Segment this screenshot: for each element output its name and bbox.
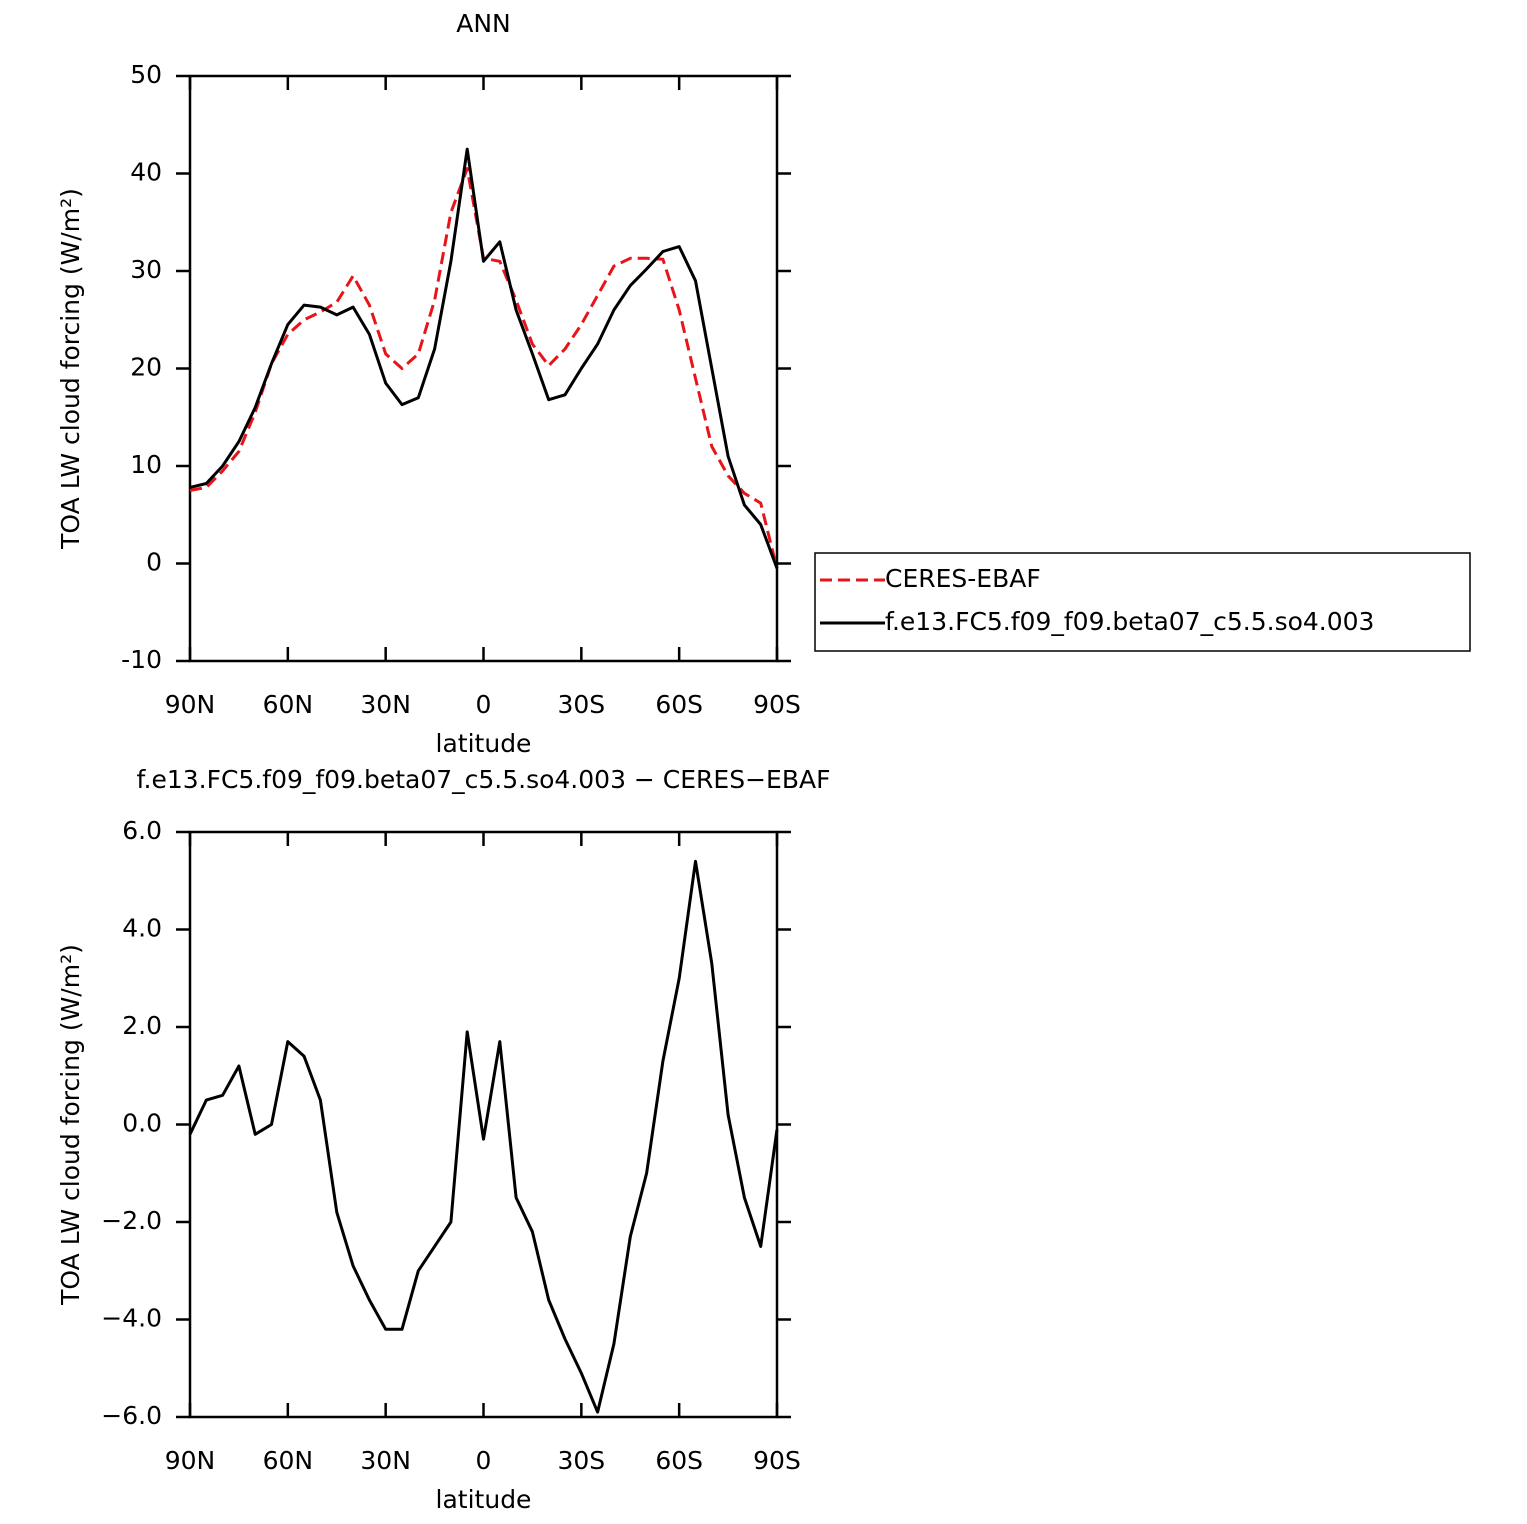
y-tick-label: 2.0: [122, 1011, 162, 1040]
y-tick-label: 10: [130, 450, 162, 479]
x-tick-label: 0: [476, 690, 492, 719]
y-tick-label: 40: [130, 158, 162, 187]
x-tick-label: 60N: [263, 1446, 314, 1475]
y-tick-label: 6.0: [122, 816, 162, 845]
x-tick-label: 60S: [655, 690, 703, 719]
x-axis-label: latitude: [436, 1485, 532, 1514]
x-tick-label: 60N: [263, 690, 314, 719]
x-tick-label: 30S: [557, 690, 605, 719]
y-tick-label: −4.0: [101, 1304, 162, 1333]
x-axis-label: latitude: [436, 729, 532, 758]
plot-frame: [188, 74, 779, 663]
y-tick-label: 4.0: [122, 914, 162, 943]
y-axis-label: TOA LW cloud forcing (W/m²): [56, 188, 85, 550]
x-tick-label: 90N: [165, 690, 216, 719]
x-tick-label: 90S: [753, 690, 801, 719]
chart-title: f.e13.FC5.f09_f09.beta07_c5.5.so4.003 − …: [137, 765, 831, 794]
legend-label: CERES-EBAF: [885, 564, 1041, 593]
legend-box: [814, 552, 1471, 652]
y-tick-label: −6.0: [101, 1401, 162, 1430]
plot-frame: [188, 830, 779, 1419]
legend-label: f.e13.FC5.f09_f09.beta07_c5.5.so4.003: [885, 607, 1374, 636]
x-tick-label: 0: [476, 1446, 492, 1475]
y-tick-label: -10: [121, 645, 162, 674]
x-tick-label: 30N: [360, 1446, 411, 1475]
x-tick-label: 90S: [753, 1446, 801, 1475]
x-tick-label: 60S: [655, 1446, 703, 1475]
data-line: [189, 147, 779, 569]
chart-title: ANN: [456, 9, 511, 38]
y-tick-label: −2.0: [101, 1206, 162, 1235]
y-axis-label: TOA LW cloud forcing (W/m²): [56, 944, 85, 1306]
x-tick-label: 30S: [557, 1446, 605, 1475]
y-tick-label: 50: [130, 60, 162, 89]
x-tick-label: 30N: [360, 690, 411, 719]
y-tick-label: 30: [130, 255, 162, 284]
data-line: [189, 167, 779, 569]
data-line: [188, 859, 779, 1414]
y-tick-label: 0: [146, 548, 162, 577]
y-tick-label: 20: [130, 353, 162, 382]
y-tick-label: 0.0: [122, 1109, 162, 1138]
x-tick-label: 90N: [165, 1446, 216, 1475]
